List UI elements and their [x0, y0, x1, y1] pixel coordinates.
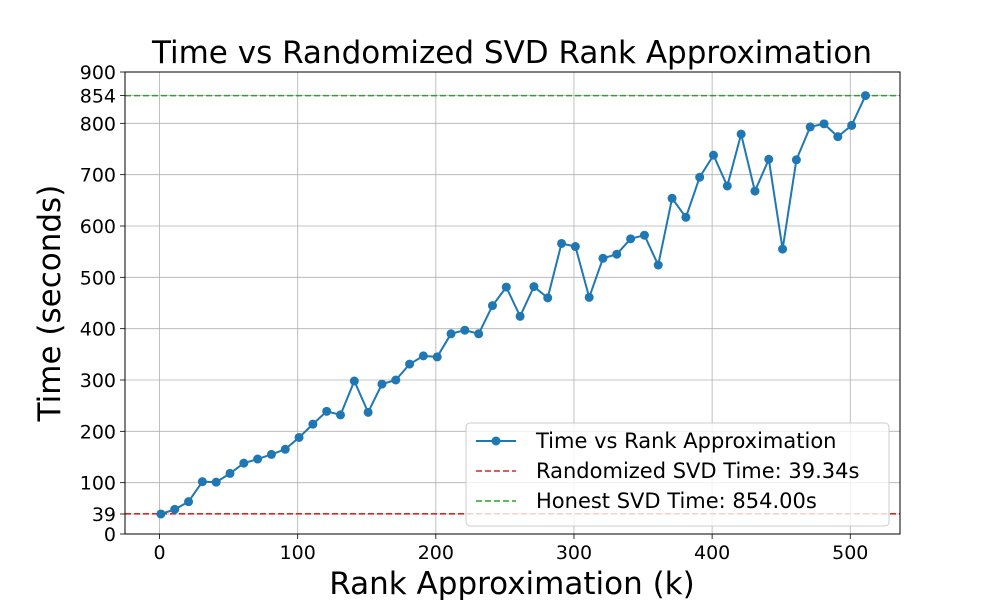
- data-point: [570, 242, 580, 252]
- data-point: [336, 410, 346, 420]
- x-tick-label: 400: [694, 542, 730, 564]
- x-tick-label: 100: [280, 542, 316, 564]
- data-point: [377, 379, 387, 389]
- data-point: [805, 122, 815, 132]
- data-point: [253, 454, 263, 464]
- data-point: [225, 468, 235, 478]
- legend-label: Time vs Rank Approximation: [535, 429, 836, 453]
- y-tick-label: 900: [80, 62, 116, 84]
- x-tick-label: 500: [832, 542, 868, 564]
- data-point: [418, 351, 428, 361]
- data-point: [487, 301, 497, 311]
- data-point: [446, 329, 456, 339]
- data-point: [584, 292, 594, 302]
- data-point: [184, 497, 194, 507]
- data-point: [294, 432, 304, 442]
- data-point: [736, 129, 746, 139]
- data-point: [639, 230, 649, 240]
- y-tick-label: 500: [80, 267, 116, 289]
- data-point: [322, 406, 332, 416]
- data-point: [833, 132, 843, 142]
- data-point: [612, 249, 622, 259]
- legend-box: [465, 422, 890, 527]
- data-point: [515, 311, 525, 321]
- data-point: [501, 282, 511, 292]
- data-point: [280, 444, 290, 454]
- data-point: [764, 154, 774, 164]
- legend: Time vs Rank Approximation Randomized SVD…: [465, 422, 890, 527]
- x-axis-label: Rank Approximation (k): [329, 566, 694, 600]
- data-point: [349, 376, 359, 386]
- legend-label: Randomized SVD Time: 39.34s: [536, 459, 859, 483]
- data-point: [239, 458, 249, 468]
- data-point: [474, 329, 484, 339]
- legend-marker: [491, 436, 501, 446]
- data-point: [405, 359, 415, 369]
- data-point: [156, 509, 166, 519]
- data-point: [626, 234, 636, 244]
- x-tick-label: 200: [418, 542, 454, 564]
- data-point: [529, 282, 539, 292]
- y-tick-label: 600: [80, 216, 116, 238]
- data-point: [460, 325, 470, 335]
- data-point: [266, 449, 276, 459]
- data-point: [543, 293, 553, 303]
- data-point: [432, 352, 442, 362]
- y-tick-label: 100: [80, 473, 116, 495]
- y-tick-label: 854: [80, 86, 116, 108]
- data-point: [750, 186, 760, 196]
- data-point: [308, 419, 318, 429]
- data-point: [653, 260, 663, 270]
- x-tick-label: 0: [153, 542, 165, 564]
- y-tick-label: 300: [80, 370, 116, 392]
- series-line: [160, 95, 867, 515]
- x-axis-ticks: 0 100 200 300 400 500: [153, 534, 868, 564]
- data-point: [667, 193, 677, 203]
- data-point: [391, 375, 401, 385]
- y-tick-label: 200: [80, 421, 116, 443]
- data-point: [778, 244, 788, 254]
- y-axis-label: Time (seconds): [32, 185, 68, 423]
- data-point: [819, 119, 829, 129]
- data-point: [695, 172, 705, 182]
- data-point: [598, 253, 608, 263]
- x-tick-label: 300: [556, 542, 592, 564]
- legend-label: Honest SVD Time: 854.00s: [536, 489, 817, 513]
- data-point: [681, 212, 691, 222]
- y-tick-label: 39: [92, 504, 116, 526]
- plot-frame: [124, 71, 901, 535]
- data-point: [791, 155, 801, 165]
- data-point: [197, 477, 207, 487]
- data-point: [860, 91, 870, 101]
- y-tick-label: 400: [80, 319, 116, 341]
- series-layer: [156, 91, 870, 519]
- chart-title: Time vs Randomized SVD Rank Approximatio…: [151, 35, 872, 71]
- data-point: [709, 150, 719, 160]
- data-point: [211, 477, 221, 487]
- data-point: [847, 120, 857, 130]
- data-point: [363, 407, 373, 417]
- y-tick-label: 0: [104, 524, 116, 546]
- y-tick-label: 700: [80, 165, 116, 187]
- data-point: [170, 504, 180, 514]
- data-point: [722, 181, 732, 191]
- data-point: [557, 238, 567, 248]
- y-tick-label: 800: [80, 113, 116, 135]
